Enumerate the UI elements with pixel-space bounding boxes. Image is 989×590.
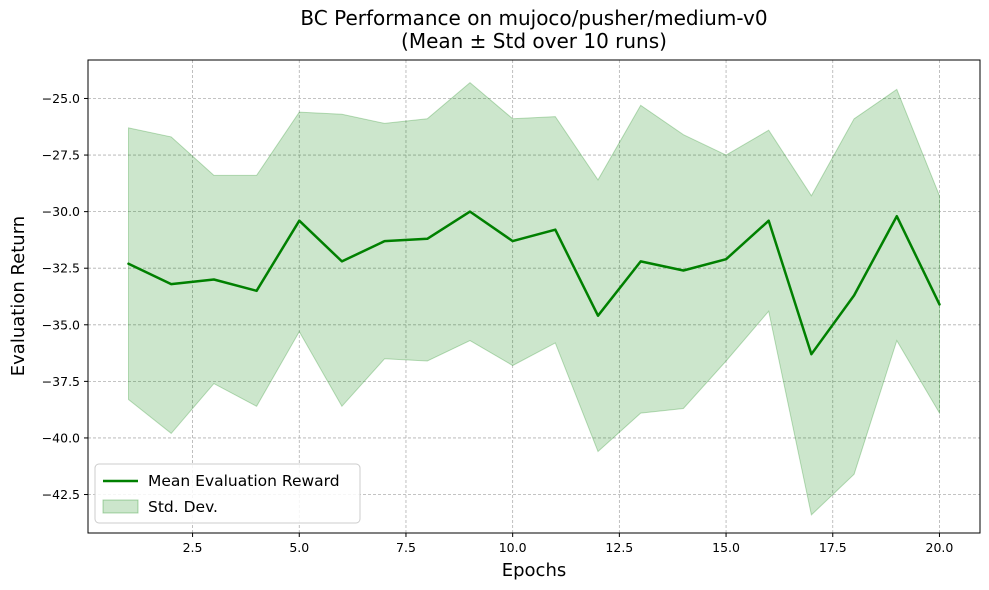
std-band-layer (128, 81, 940, 516)
y-axis: −42.5 −40.0 −37.5 −35.0 −32.5 −30.0 −27.5 −25.0 (42, 91, 88, 502)
y-tick-label: −40.0 (42, 430, 80, 445)
mean-line-layer (127, 210, 941, 356)
chart-subtitle: (Mean ± Std over 10 runs) (401, 29, 667, 53)
y-tick-label: −30.0 (42, 204, 80, 219)
plot-frame (87, 59, 981, 534)
y-axis-label: Evaluation Return (8, 216, 29, 376)
y-tick-label: −25.0 (42, 91, 80, 106)
mean-evaluation-reward-line (127, 210, 941, 356)
x-axis: 2.5 5.0 7.5 10.0 12.5 15.0 17.5 20.0 (183, 533, 954, 555)
legend: Mean Evaluation Reward Std. Dev. (94, 463, 361, 524)
x-axis-label: Epochs (502, 560, 567, 581)
x-tick-label: 15.0 (712, 540, 740, 555)
legend-label-std: Std. Dev. (148, 498, 218, 516)
x-tick-label: 2.5 (183, 540, 203, 555)
x-tick-label: 10.0 (499, 540, 527, 555)
grid (88, 60, 980, 533)
x-tick-label: 7.5 (396, 540, 416, 555)
y-tick-label: −35.0 (42, 317, 80, 332)
x-tick-label: 5.0 (289, 540, 309, 555)
x-tick-label: 12.5 (605, 540, 633, 555)
legend-band-swatch (102, 499, 139, 514)
y-tick-label: −37.5 (42, 374, 80, 389)
std-dev-band (128, 81, 940, 516)
legend-box (94, 463, 361, 524)
legend-label-mean: Mean Evaluation Reward (148, 472, 340, 490)
y-tick-label: −32.5 (42, 261, 80, 276)
x-tick-label: 20.0 (926, 540, 954, 555)
chart-title: BC Performance on mujoco/pusher/medium-v… (300, 6, 767, 30)
y-tick-label: −27.5 (42, 148, 80, 163)
y-tick-label: −42.5 (42, 487, 80, 502)
x-tick-label: 17.5 (819, 540, 847, 555)
